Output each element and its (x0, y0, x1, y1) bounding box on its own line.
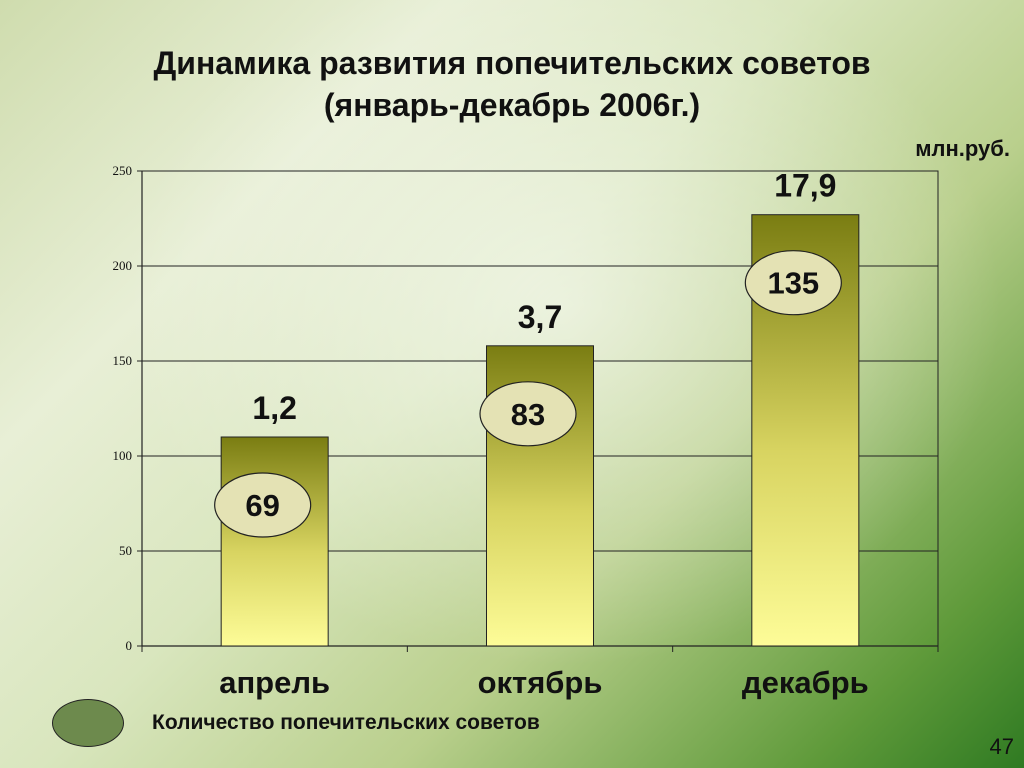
y-tick-label: 250 (113, 163, 133, 178)
count-bubble-label: 135 (767, 266, 819, 301)
y-tick-label: 50 (119, 543, 132, 558)
chart-title-line-1: Динамика развития попечительских советов (153, 45, 871, 81)
bar (220, 436, 329, 647)
chart-title: Динамика развития попечительских советов… (0, 42, 1024, 126)
x-category-label: декабрь (742, 665, 869, 700)
y-tick-label: 200 (113, 258, 133, 273)
count-bubble (479, 381, 577, 447)
count-bubble-label: 83 (511, 397, 545, 432)
y-tick-label: 150 (113, 353, 133, 368)
x-category-label: апрель (219, 665, 330, 700)
chart-title-line-2: (январь-декабрь 2006г.) (323, 87, 701, 123)
y-tick-label: 100 (113, 448, 133, 463)
bar-chart: 0 50 100 150 200 250 1,2 69 апрель 3,7 83 октябрь 17… (113, 163, 939, 700)
legend: Количество попечительских советов (52, 698, 540, 748)
x-category-label: октябрь (478, 665, 603, 700)
legend-swatch (52, 699, 124, 747)
bar-amount-label: 1,2 (252, 390, 296, 426)
units-label: млн.руб. (915, 136, 1010, 161)
bar-amount-label: 17,9 (774, 168, 836, 204)
page-number: 47 (989, 734, 1014, 759)
count-bubble-label: 69 (245, 488, 279, 523)
bar-amount-label: 3,7 (518, 299, 562, 335)
count-bubble (744, 250, 842, 316)
y-tick-label: 0 (126, 638, 133, 653)
legend-label: Количество попечительских советов (152, 711, 540, 734)
count-bubble (214, 472, 312, 538)
